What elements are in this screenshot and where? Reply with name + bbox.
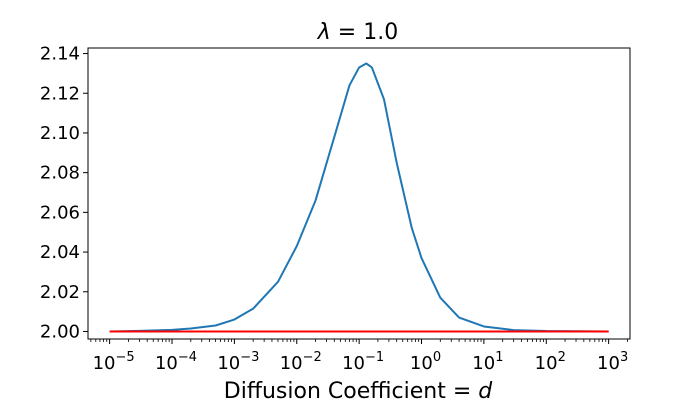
y-tick-label: 2.08	[40, 163, 80, 184]
x-axis-label: Diffusion Coefficient = d	[224, 379, 493, 400]
y-tick-label: 2.10	[40, 123, 80, 144]
x-tick-label: 102	[535, 350, 566, 374]
x-tick-label: 100	[410, 350, 441, 374]
x-tick-label: 10−5	[93, 350, 135, 374]
y-tick-label: 2.06	[40, 202, 80, 223]
y-tick-label: 2.02	[40, 282, 80, 303]
x-axis: 10−5 10−4 10−3 10−2 10−1 100 101 102 103	[90, 339, 628, 374]
y-tick-label: 2.04	[40, 242, 80, 263]
y-axis: 2.00 2.02 2.04 2.06 2.08 2.10 2.12 2.14	[40, 44, 88, 342]
plot-frame	[87, 47, 631, 340]
x-tick-label: 103	[597, 350, 628, 374]
y-tick-label: 2.00	[40, 321, 80, 342]
x-tick-label: 10−2	[280, 350, 322, 374]
series-layer	[109, 62, 609, 333]
x-tick-label: 10−3	[217, 350, 259, 374]
chart-title: λ = 1.0	[317, 20, 398, 45]
x-tick-label: 10−1	[342, 350, 384, 374]
x-tick-label: 101	[472, 350, 503, 374]
series-line-1	[109, 62, 609, 333]
x-tick-label: 10−4	[155, 350, 197, 374]
y-tick-label: 2.12	[40, 83, 80, 104]
y-tick-label: 2.14	[40, 44, 80, 65]
